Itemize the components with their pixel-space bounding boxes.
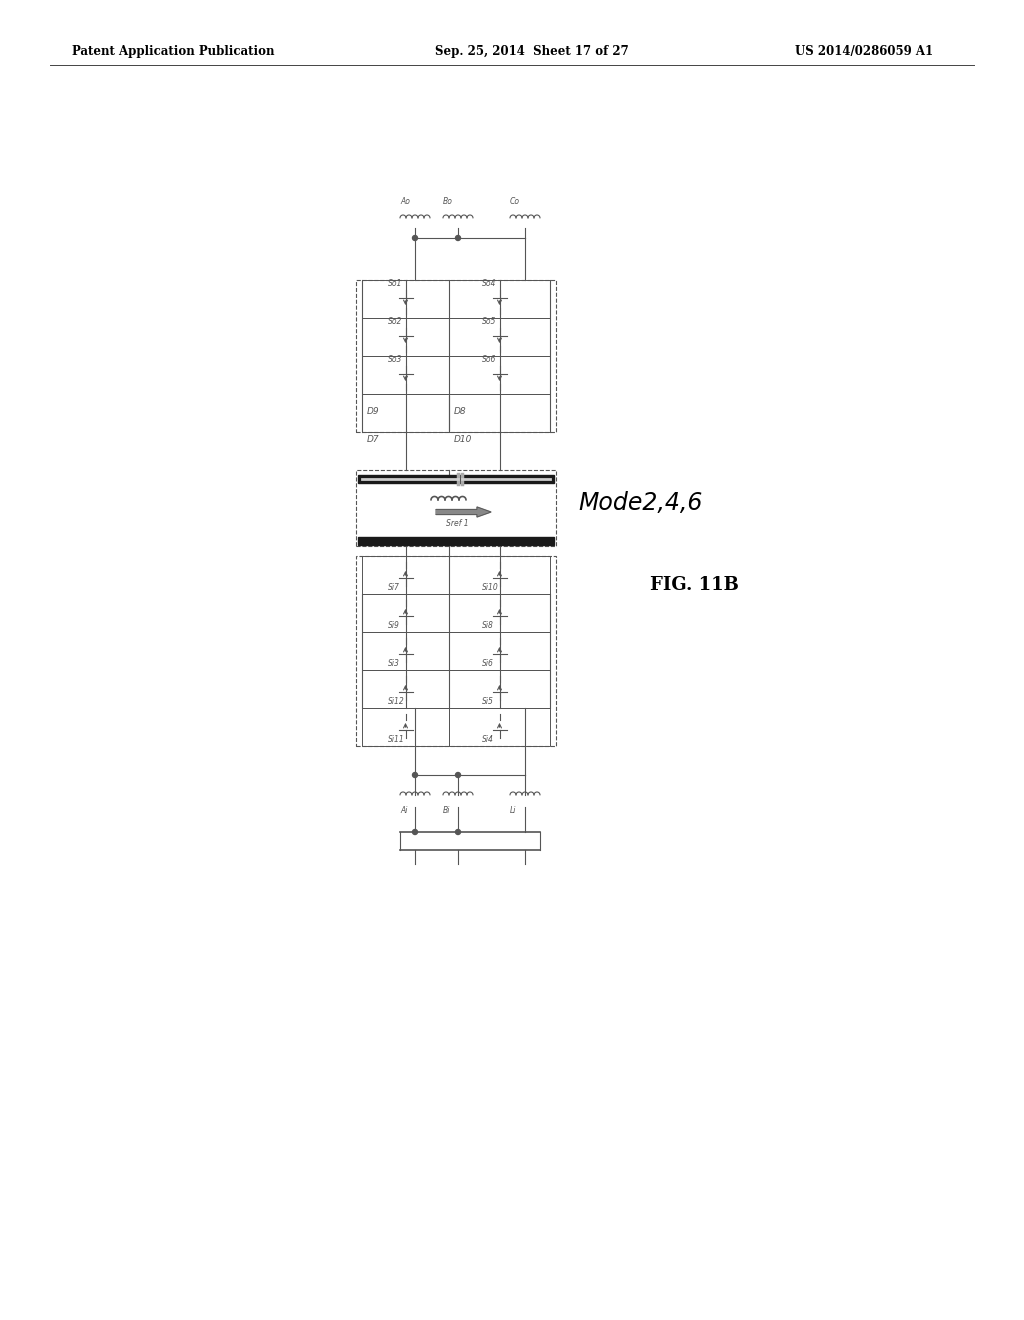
Text: Sep. 25, 2014  Sheet 17 of 27: Sep. 25, 2014 Sheet 17 of 27 bbox=[435, 45, 629, 58]
Text: Bo: Bo bbox=[443, 197, 453, 206]
Text: D9: D9 bbox=[367, 407, 380, 416]
Text: Si12: Si12 bbox=[387, 697, 404, 706]
Bar bbox=[362, 318, 449, 356]
Bar bbox=[449, 632, 550, 671]
Text: D7: D7 bbox=[367, 436, 380, 444]
Text: Li: Li bbox=[510, 807, 516, 814]
Circle shape bbox=[413, 235, 418, 240]
Text: Bi: Bi bbox=[443, 807, 451, 814]
Circle shape bbox=[456, 235, 461, 240]
Text: FIG. 11B: FIG. 11B bbox=[650, 576, 739, 594]
Text: Co: Co bbox=[510, 197, 520, 206]
Bar bbox=[358, 475, 554, 483]
Circle shape bbox=[413, 829, 418, 834]
Text: Mode2,4,6: Mode2,4,6 bbox=[578, 491, 702, 515]
Bar bbox=[449, 594, 550, 632]
Circle shape bbox=[456, 772, 461, 777]
Bar bbox=[356, 470, 556, 546]
Text: So1: So1 bbox=[387, 279, 401, 288]
Bar bbox=[356, 280, 556, 432]
Bar bbox=[362, 556, 449, 594]
Text: Si10: Si10 bbox=[481, 583, 499, 591]
Bar bbox=[362, 594, 449, 632]
Bar bbox=[449, 708, 550, 746]
Bar bbox=[449, 393, 550, 432]
Text: US 2014/0286059 A1: US 2014/0286059 A1 bbox=[795, 45, 933, 58]
Text: Si7: Si7 bbox=[387, 583, 399, 591]
Bar bbox=[362, 632, 449, 671]
Text: Si5: Si5 bbox=[481, 697, 494, 706]
Text: Si9: Si9 bbox=[387, 620, 399, 630]
Text: Sref 1: Sref 1 bbox=[446, 519, 469, 528]
Bar bbox=[449, 356, 550, 393]
Bar bbox=[362, 708, 449, 746]
Bar bbox=[362, 671, 449, 708]
Bar bbox=[356, 556, 556, 746]
Bar bbox=[449, 556, 550, 594]
Bar bbox=[449, 318, 550, 356]
Circle shape bbox=[413, 772, 418, 777]
Text: Si8: Si8 bbox=[481, 620, 494, 630]
Text: So4: So4 bbox=[481, 279, 496, 288]
Text: Si3: Si3 bbox=[387, 659, 399, 668]
Bar bbox=[362, 393, 449, 432]
Text: Si4: Si4 bbox=[481, 735, 494, 744]
Text: So5: So5 bbox=[481, 317, 496, 326]
Text: D10: D10 bbox=[454, 436, 472, 444]
Text: Si11: Si11 bbox=[387, 735, 404, 744]
Polygon shape bbox=[436, 507, 490, 517]
Bar bbox=[449, 671, 550, 708]
Text: D8: D8 bbox=[454, 407, 467, 416]
Text: So2: So2 bbox=[387, 317, 401, 326]
Bar bbox=[362, 356, 449, 393]
Circle shape bbox=[456, 829, 461, 834]
Bar bbox=[449, 280, 550, 318]
Text: So3: So3 bbox=[387, 355, 401, 364]
Bar bbox=[362, 280, 449, 318]
Text: So6: So6 bbox=[481, 355, 496, 364]
Bar bbox=[358, 537, 554, 545]
Text: Ao: Ao bbox=[400, 197, 410, 206]
Text: Si6: Si6 bbox=[481, 659, 494, 668]
Text: Patent Application Publication: Patent Application Publication bbox=[72, 45, 274, 58]
Text: Ai: Ai bbox=[400, 807, 408, 814]
